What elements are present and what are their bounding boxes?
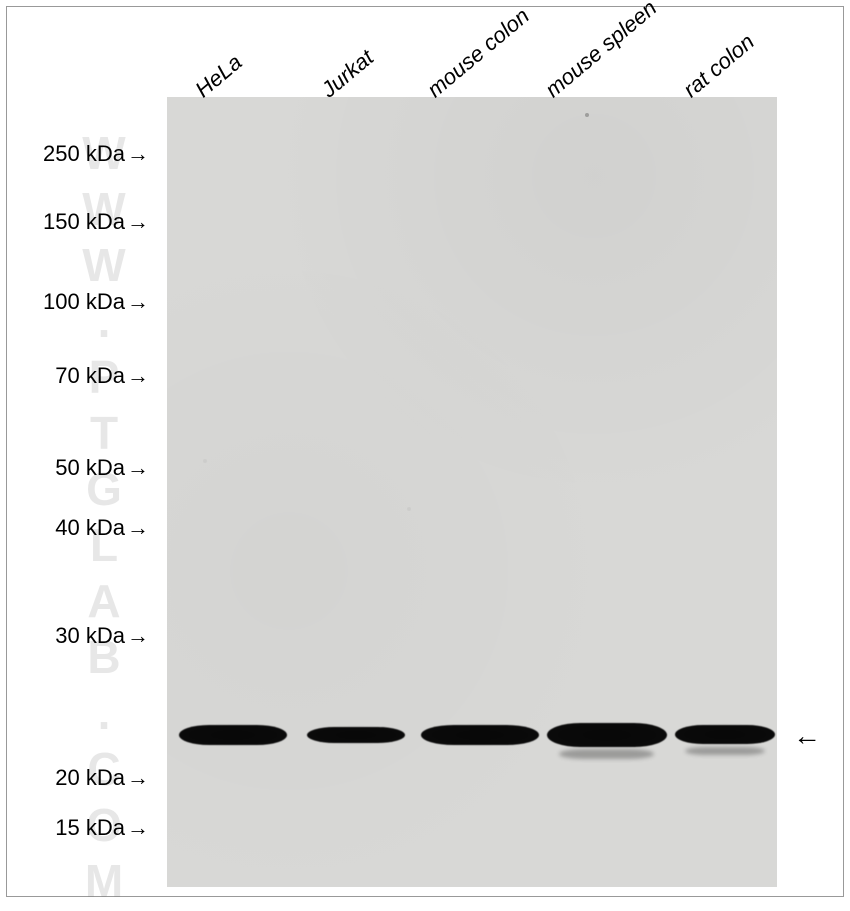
- lane-label-2: mouse colon: [422, 3, 534, 103]
- mw-label-150: 150 kDa→: [43, 209, 149, 235]
- band-lane-1: [307, 727, 405, 743]
- mw-label-70: 70 kDa→: [55, 363, 149, 389]
- mw-label-100: 100 kDa→: [43, 289, 149, 315]
- mw-label-30: 30 kDa→: [55, 623, 149, 649]
- figure-frame: WWW.PTGLAB.COM HeLa Jurkat mouse colon m…: [6, 6, 844, 897]
- band-lane-4: [675, 725, 775, 744]
- band-lane-0: [179, 725, 287, 745]
- mw-label-15: 15 kDa→: [55, 815, 149, 841]
- mw-label-50: 50 kDa→: [55, 455, 149, 481]
- blot-membrane: [167, 97, 777, 887]
- lane-label-3: mouse spleen: [540, 0, 662, 103]
- band-lane-3: [547, 723, 667, 747]
- target-band-arrow: ←: [793, 720, 821, 752]
- smear-lane-3: [559, 749, 654, 759]
- lane-label-1: Jurkat: [316, 45, 379, 103]
- artifact-speck: [203, 459, 207, 463]
- artifact-speck: [585, 113, 589, 117]
- lane-label-0: HeLa: [190, 49, 247, 103]
- mw-label-250: 250 kDa→: [43, 141, 149, 167]
- lane-label-4: rat colon: [678, 29, 759, 103]
- mw-label-40: 40 kDa→: [55, 515, 149, 541]
- band-lane-2: [421, 725, 539, 745]
- smear-lane-4: [685, 747, 765, 755]
- artifact-speck: [407, 507, 411, 511]
- mw-label-20: 20 kDa→: [55, 765, 149, 791]
